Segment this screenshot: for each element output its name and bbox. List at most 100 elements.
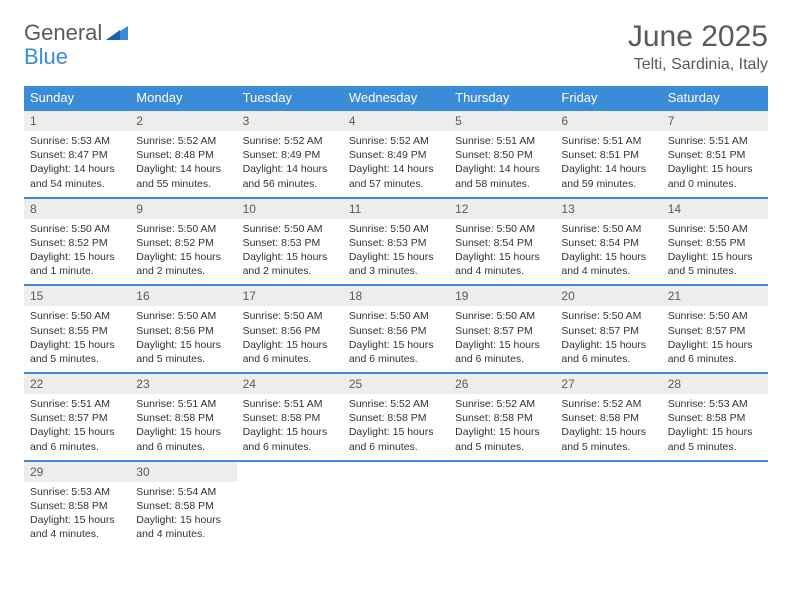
day-number: 25 bbox=[343, 374, 449, 394]
day-text: Sunrise: 5:50 AMSunset: 8:57 PMDaylight:… bbox=[662, 306, 768, 372]
day-number: 18 bbox=[343, 286, 449, 306]
day-cell: 11Sunrise: 5:50 AMSunset: 8:53 PMDayligh… bbox=[343, 198, 449, 286]
sunset: Sunset: 8:49 PM bbox=[349, 148, 443, 162]
daylight: Daylight: 14 hours and 57 minutes. bbox=[349, 162, 443, 190]
sunrise: Sunrise: 5:50 AM bbox=[136, 309, 230, 323]
sunrise: Sunrise: 5:51 AM bbox=[668, 134, 762, 148]
day-cell: 13Sunrise: 5:50 AMSunset: 8:54 PMDayligh… bbox=[555, 198, 661, 286]
day-number: 27 bbox=[555, 374, 661, 394]
week-row: 15Sunrise: 5:50 AMSunset: 8:55 PMDayligh… bbox=[24, 285, 768, 373]
day-cell: 5Sunrise: 5:51 AMSunset: 8:50 PMDaylight… bbox=[449, 110, 555, 198]
sunrise: Sunrise: 5:50 AM bbox=[30, 309, 124, 323]
daylight: Daylight: 15 hours and 6 minutes. bbox=[561, 338, 655, 366]
sunset: Sunset: 8:58 PM bbox=[243, 411, 337, 425]
day-cell: 15Sunrise: 5:50 AMSunset: 8:55 PMDayligh… bbox=[24, 285, 130, 373]
sunrise: Sunrise: 5:51 AM bbox=[30, 397, 124, 411]
day-number: 11 bbox=[343, 199, 449, 219]
sunrise: Sunrise: 5:53 AM bbox=[668, 397, 762, 411]
daylight: Daylight: 15 hours and 5 minutes. bbox=[668, 250, 762, 278]
sunset: Sunset: 8:58 PM bbox=[561, 411, 655, 425]
day-cell: 12Sunrise: 5:50 AMSunset: 8:54 PMDayligh… bbox=[449, 198, 555, 286]
daylight: Daylight: 15 hours and 3 minutes. bbox=[349, 250, 443, 278]
day-text: Sunrise: 5:50 AMSunset: 8:55 PMDaylight:… bbox=[662, 219, 768, 285]
sunset: Sunset: 8:54 PM bbox=[561, 236, 655, 250]
day-cell: 9Sunrise: 5:50 AMSunset: 8:52 PMDaylight… bbox=[130, 198, 236, 286]
sunrise: Sunrise: 5:50 AM bbox=[668, 222, 762, 236]
sunrise: Sunrise: 5:50 AM bbox=[349, 222, 443, 236]
header: General June 2025 Telti, Sardinia, Italy bbox=[24, 20, 768, 74]
day-cell: 2Sunrise: 5:52 AMSunset: 8:48 PMDaylight… bbox=[130, 110, 236, 198]
month-title: June 2025 bbox=[628, 20, 768, 54]
col-saturday: Saturday bbox=[662, 86, 768, 110]
sunset: Sunset: 8:58 PM bbox=[136, 499, 230, 513]
day-cell: 22Sunrise: 5:51 AMSunset: 8:57 PMDayligh… bbox=[24, 373, 130, 461]
daylight: Daylight: 15 hours and 5 minutes. bbox=[30, 338, 124, 366]
day-cell: 16Sunrise: 5:50 AMSunset: 8:56 PMDayligh… bbox=[130, 285, 236, 373]
sunset: Sunset: 8:50 PM bbox=[455, 148, 549, 162]
sunset: Sunset: 8:52 PM bbox=[136, 236, 230, 250]
sunrise: Sunrise: 5:50 AM bbox=[30, 222, 124, 236]
sunset: Sunset: 8:53 PM bbox=[243, 236, 337, 250]
day-number: 10 bbox=[237, 199, 343, 219]
sunrise: Sunrise: 5:52 AM bbox=[349, 134, 443, 148]
day-cell: 1Sunrise: 5:53 AMSunset: 8:47 PMDaylight… bbox=[24, 110, 130, 198]
day-cell: .... bbox=[343, 461, 449, 548]
location: Telti, Sardinia, Italy bbox=[628, 56, 768, 74]
sunset: Sunset: 8:57 PM bbox=[30, 411, 124, 425]
day-text: Sunrise: 5:50 AMSunset: 8:57 PMDaylight:… bbox=[449, 306, 555, 372]
day-text: Sunrise: 5:50 AMSunset: 8:53 PMDaylight:… bbox=[343, 219, 449, 285]
day-text: Sunrise: 5:50 AMSunset: 8:52 PMDaylight:… bbox=[130, 219, 236, 285]
day-number: 23 bbox=[130, 374, 236, 394]
sunset: Sunset: 8:57 PM bbox=[668, 324, 762, 338]
day-number: 5 bbox=[449, 111, 555, 131]
day-number: 24 bbox=[237, 374, 343, 394]
day-text: Sunrise: 5:52 AMSunset: 8:58 PMDaylight:… bbox=[555, 394, 661, 460]
sunrise: Sunrise: 5:54 AM bbox=[136, 485, 230, 499]
sunset: Sunset: 8:52 PM bbox=[30, 236, 124, 250]
day-cell: 3Sunrise: 5:52 AMSunset: 8:49 PMDaylight… bbox=[237, 110, 343, 198]
sunset: Sunset: 8:54 PM bbox=[455, 236, 549, 250]
day-cell: 21Sunrise: 5:50 AMSunset: 8:57 PMDayligh… bbox=[662, 285, 768, 373]
sunrise: Sunrise: 5:51 AM bbox=[561, 134, 655, 148]
day-cell: 14Sunrise: 5:50 AMSunset: 8:55 PMDayligh… bbox=[662, 198, 768, 286]
daylight: Daylight: 15 hours and 6 minutes. bbox=[349, 338, 443, 366]
daylight: Daylight: 15 hours and 4 minutes. bbox=[561, 250, 655, 278]
day-header-row: Sunday Monday Tuesday Wednesday Thursday… bbox=[24, 86, 768, 110]
day-cell: 19Sunrise: 5:50 AMSunset: 8:57 PMDayligh… bbox=[449, 285, 555, 373]
sunrise: Sunrise: 5:52 AM bbox=[455, 397, 549, 411]
sunrise: Sunrise: 5:52 AM bbox=[561, 397, 655, 411]
day-cell: 24Sunrise: 5:51 AMSunset: 8:58 PMDayligh… bbox=[237, 373, 343, 461]
col-friday: Friday bbox=[555, 86, 661, 110]
day-cell: .... bbox=[555, 461, 661, 548]
day-cell: 17Sunrise: 5:50 AMSunset: 8:56 PMDayligh… bbox=[237, 285, 343, 373]
day-text: Sunrise: 5:51 AMSunset: 8:50 PMDaylight:… bbox=[449, 131, 555, 197]
sunset: Sunset: 8:58 PM bbox=[136, 411, 230, 425]
daylight: Daylight: 15 hours and 1 minute. bbox=[30, 250, 124, 278]
logo-text-1: General bbox=[24, 20, 102, 46]
day-number: 26 bbox=[449, 374, 555, 394]
sunrise: Sunrise: 5:53 AM bbox=[30, 134, 124, 148]
sunrise: Sunrise: 5:52 AM bbox=[349, 397, 443, 411]
title-block: June 2025 Telti, Sardinia, Italy bbox=[628, 20, 768, 74]
daylight: Daylight: 15 hours and 6 minutes. bbox=[668, 338, 762, 366]
sunset: Sunset: 8:48 PM bbox=[136, 148, 230, 162]
daylight: Daylight: 15 hours and 4 minutes. bbox=[30, 513, 124, 541]
day-cell: 23Sunrise: 5:51 AMSunset: 8:58 PMDayligh… bbox=[130, 373, 236, 461]
day-text: Sunrise: 5:51 AMSunset: 8:58 PMDaylight:… bbox=[130, 394, 236, 460]
day-cell: 8Sunrise: 5:50 AMSunset: 8:52 PMDaylight… bbox=[24, 198, 130, 286]
daylight: Daylight: 15 hours and 4 minutes. bbox=[136, 513, 230, 541]
day-text: Sunrise: 5:50 AMSunset: 8:56 PMDaylight:… bbox=[343, 306, 449, 372]
week-row: 1Sunrise: 5:53 AMSunset: 8:47 PMDaylight… bbox=[24, 110, 768, 198]
sunrise: Sunrise: 5:50 AM bbox=[561, 309, 655, 323]
day-text: Sunrise: 5:52 AMSunset: 8:49 PMDaylight:… bbox=[237, 131, 343, 197]
logo: General bbox=[24, 20, 130, 46]
day-number: 17 bbox=[237, 286, 343, 306]
daylight: Daylight: 15 hours and 6 minutes. bbox=[243, 425, 337, 453]
col-sunday: Sunday bbox=[24, 86, 130, 110]
day-text: Sunrise: 5:54 AMSunset: 8:58 PMDaylight:… bbox=[130, 482, 236, 548]
sunset: Sunset: 8:56 PM bbox=[136, 324, 230, 338]
week-row: 29Sunrise: 5:53 AMSunset: 8:58 PMDayligh… bbox=[24, 461, 768, 548]
day-text: Sunrise: 5:53 AMSunset: 8:58 PMDaylight:… bbox=[662, 394, 768, 460]
sunset: Sunset: 8:51 PM bbox=[668, 148, 762, 162]
day-text: Sunrise: 5:51 AMSunset: 8:51 PMDaylight:… bbox=[662, 131, 768, 197]
